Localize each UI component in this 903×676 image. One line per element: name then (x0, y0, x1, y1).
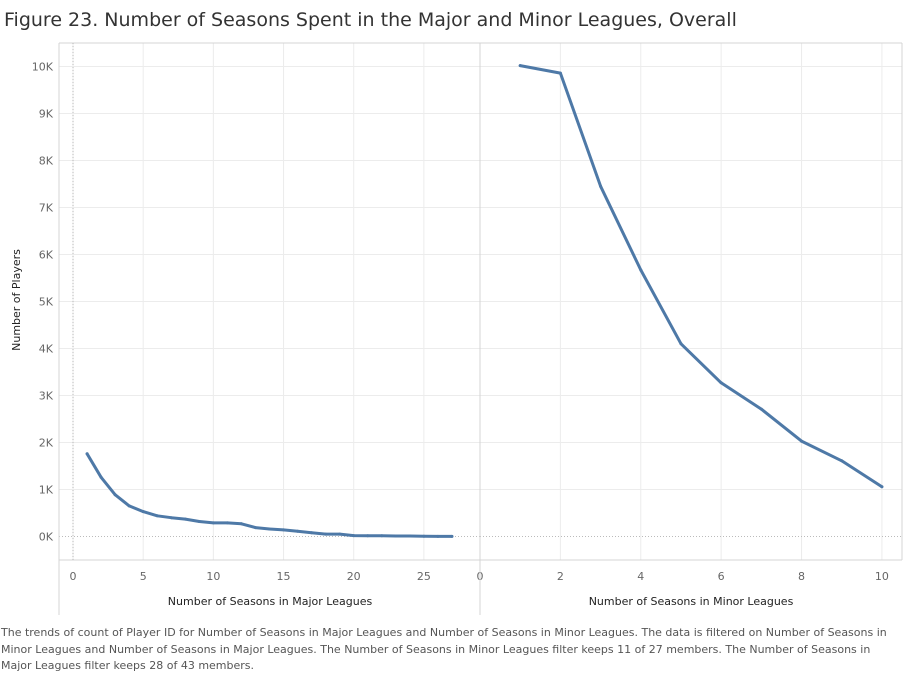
data-point-major (239, 522, 243, 526)
data-point-minor (880, 485, 884, 489)
data-point-major (380, 534, 384, 538)
x-tick-label-minor: 4 (637, 570, 644, 583)
x-tick-label-major: 15 (277, 570, 291, 583)
chart-caption: The trends of count of Player ID for Num… (1, 626, 887, 673)
chart-title: Figure 23. Number of Seasons Spent in th… (4, 9, 737, 31)
data-point-major (113, 493, 117, 497)
data-point-major (197, 520, 201, 523)
data-point-major (310, 531, 314, 535)
x-tick-label-minor: 10 (875, 570, 889, 583)
x-tick-label-major: 25 (417, 570, 431, 583)
x-tick-label-major: 10 (206, 570, 220, 583)
x-tick-label-major: 0 (70, 570, 77, 583)
data-point-major (169, 516, 173, 520)
data-point-major (127, 504, 131, 508)
chart-canvas: Number of Players Number of Seasons in M… (10, 42, 903, 615)
y-tick-label: 9K (39, 108, 54, 121)
data-point-major (450, 534, 454, 538)
data-point-major (225, 521, 229, 525)
data-point-major (155, 514, 159, 518)
data-point-major (183, 517, 187, 521)
data-point-major (352, 534, 356, 538)
x-tick-label-minor: 2 (557, 570, 564, 583)
y-tick-label: 6K (39, 249, 54, 262)
data-point-minor (599, 184, 603, 188)
y-tick-label: 3K (39, 390, 54, 403)
data-point-major (366, 534, 370, 538)
data-point-major (254, 526, 257, 530)
data-point-major (422, 534, 426, 538)
data-point-major (408, 534, 412, 538)
data-point-minor (518, 64, 522, 68)
data-point-major (282, 528, 285, 532)
data-point-minor (639, 268, 643, 272)
x-tick-label-minor: 8 (798, 570, 805, 583)
y-tick-label: 0K (39, 531, 54, 544)
data-point-major (85, 452, 89, 456)
x-axis-title-minor: Number of Seasons in Minor Leagues (589, 595, 794, 608)
data-point-minor (759, 407, 763, 411)
x-tick-label-major: 20 (347, 570, 361, 583)
data-point-major (141, 510, 145, 514)
data-point-minor (679, 342, 683, 346)
data-point-major (324, 532, 328, 536)
y-tick-label: 7K (39, 202, 54, 215)
data-point-major (296, 529, 300, 533)
x-tick-label-major: 5 (140, 570, 147, 583)
y-tick-label: 2K (39, 437, 54, 450)
x-axis-title-major: Number of Seasons in Major Leagues (168, 595, 373, 608)
data-point-major (338, 532, 342, 536)
data-point-minor (840, 459, 844, 463)
data-point-major (394, 534, 398, 538)
data-point-major (268, 527, 271, 531)
data-point-minor (558, 71, 562, 75)
series-line-minor (518, 64, 884, 489)
series-line-major (85, 452, 454, 538)
y-tick-label: 4K (39, 343, 54, 356)
data-point-major (99, 475, 103, 479)
y-tick-label: 10K (32, 61, 54, 74)
y-tick-label: 1K (39, 484, 54, 497)
x-tick-label-minor: 6 (718, 570, 725, 583)
y-axis-title: Number of Players (10, 249, 23, 351)
y-tick-label: 8K (39, 155, 54, 168)
data-point-minor (800, 439, 803, 443)
data-point-major (211, 521, 215, 525)
data-point-major (436, 534, 440, 538)
data-point-minor (719, 381, 723, 385)
y-tick-label: 5K (39, 296, 54, 309)
